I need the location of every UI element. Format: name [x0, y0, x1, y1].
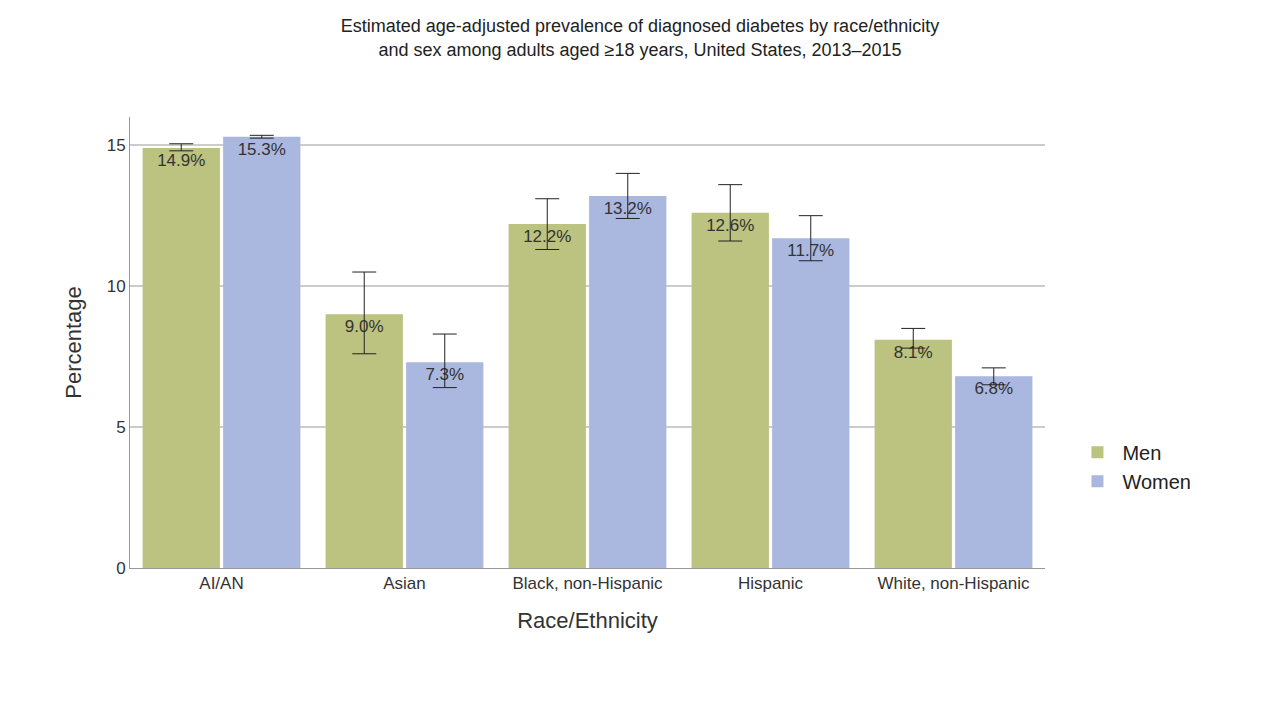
svg-text:AI/AN: AI/AN: [199, 574, 243, 593]
svg-text:15.3%: 15.3%: [238, 140, 286, 159]
svg-text:0: 0: [116, 559, 125, 578]
svg-text:Race/Ethnicity: Race/Ethnicity: [517, 608, 658, 633]
svg-text:14.9%: 14.9%: [157, 151, 205, 170]
svg-text:Estimated age-adjusted prevale: Estimated age-adjusted prevalence of dia…: [341, 16, 939, 59]
svg-text:8.1%: 8.1%: [894, 343, 933, 362]
svg-text:5: 5: [116, 418, 125, 437]
svg-text:11.7%: 11.7%: [787, 241, 834, 260]
svg-text:Black, non-Hispanic: Black, non-Hispanic: [512, 574, 663, 593]
svg-text:White, non-Hispanic: White, non-Hispanic: [877, 574, 1030, 593]
svg-text:7.3%: 7.3%: [425, 365, 464, 384]
svg-text:Hispanic: Hispanic: [738, 574, 804, 593]
svg-text:Asian: Asian: [383, 574, 426, 593]
svg-text:6.8%: 6.8%: [974, 379, 1013, 398]
svg-text:10: 10: [107, 277, 126, 296]
svg-text:9.0%: 9.0%: [345, 317, 384, 336]
svg-text:Women: Women: [1122, 471, 1191, 493]
svg-text:Percentage: Percentage: [61, 286, 86, 399]
svg-text:Men: Men: [1122, 442, 1161, 464]
svg-text:12.6%: 12.6%: [706, 216, 754, 235]
svg-text:13.2%: 13.2%: [604, 199, 652, 218]
svg-text:15: 15: [107, 136, 126, 155]
svg-text:12.2%: 12.2%: [523, 227, 571, 246]
